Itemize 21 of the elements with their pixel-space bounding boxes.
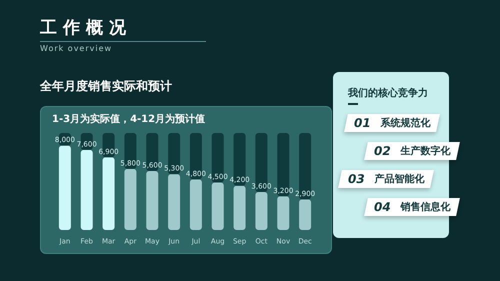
bar (102, 157, 115, 230)
chart-title: 工作概况 (40, 17, 132, 39)
bar (299, 199, 312, 230)
bar (234, 186, 246, 230)
tag: 02 生产数字化 (364, 142, 460, 160)
bar (146, 170, 158, 230)
bar (124, 168, 136, 230)
text: 1-3月为实际值，4-12月为预计值 (52, 112, 206, 126)
bar (255, 192, 268, 230)
tag: 04 销售信息化 (364, 198, 460, 216)
bar (190, 179, 202, 230)
chart-subtitle: Work overview (40, 44, 112, 53)
text: 我们的核心竞争力 (348, 86, 428, 100)
tag: 01 系统规范化 (344, 114, 440, 132)
text: 全年月度销售实际和预计 (40, 78, 172, 95)
bar (58, 146, 71, 230)
bar (277, 196, 290, 230)
tag: 03 产品智能化 (338, 170, 434, 188)
bar (212, 182, 224, 230)
bar (80, 150, 93, 230)
bar (168, 174, 180, 230)
